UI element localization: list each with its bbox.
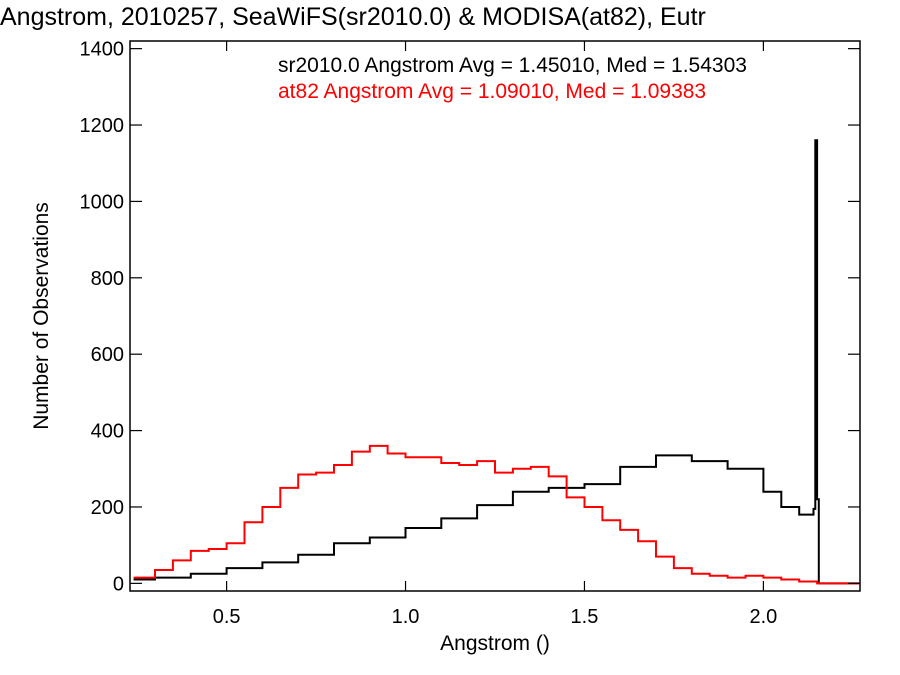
legend-entry: at82 Angstrom Avg = 1.09010, Med = 1.093… [278, 80, 706, 103]
y-tick-label: 1400 [80, 39, 125, 61]
x-tick-label: 0.5 [213, 606, 241, 628]
y-axis-label-group: Number of Observations [30, 202, 53, 430]
y-tick-label: 0 [113, 573, 124, 595]
legend-entry: sr2010.0 Angstrom Avg = 1.45010, Med = 1… [278, 54, 747, 77]
y-tick-label: 1200 [80, 115, 125, 137]
x-tick-label: 1.5 [571, 606, 599, 628]
x-tick-label: 2.0 [749, 606, 777, 628]
series-layer [133, 139, 860, 585]
series-line-sr2010.0 [133, 139, 860, 585]
y-tick-label: 800 [91, 268, 124, 290]
y-axis-label: Number of Observations [30, 202, 53, 430]
legend: sr2010.0 Angstrom Avg = 1.45010, Med = 1… [278, 54, 747, 103]
x-tick-label: 1.0 [392, 606, 420, 628]
chart-title: Angstrom, 2010257, SeaWiFS(sr2010.0) & M… [0, 3, 706, 31]
y-tick-label: 1000 [80, 191, 125, 213]
ticks-layer: 0.5 1.0 1.5 2.0 0 200 400 600 800 1000 1200 1400 [80, 39, 860, 628]
y-tick-label: 400 [91, 421, 124, 443]
y-tick-label: 200 [91, 497, 124, 519]
y-tick-label: 600 [91, 344, 124, 366]
x-axis-label: Angstrom () [440, 632, 550, 655]
series-line-at82 [133, 444, 860, 585]
plot-border [129, 40, 861, 592]
plot-frame [129, 40, 861, 592]
